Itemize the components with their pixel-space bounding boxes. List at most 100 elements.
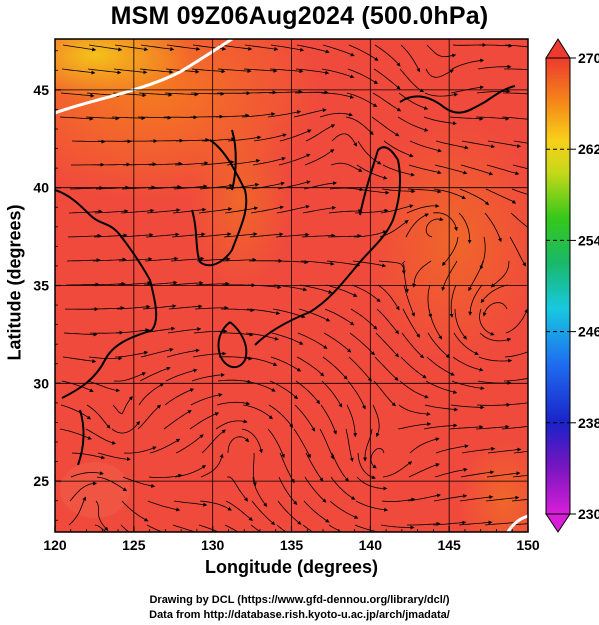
streamline: [304, 149, 335, 166]
streamline: [321, 68, 355, 79]
streamline: [328, 208, 363, 214]
streamline: [87, 68, 122, 75]
streamline: [324, 308, 355, 326]
streamline: [329, 500, 359, 519]
streamline: [59, 428, 92, 440]
streamline: [276, 204, 310, 214]
streamline: [222, 257, 257, 262]
streamline: [505, 308, 528, 334]
coastline-siberia: [231, 129, 237, 191]
streamline: [250, 205, 284, 214]
streamline: [246, 308, 281, 316]
streamline: [320, 404, 337, 435]
colorbar-min-arrow: [545, 513, 571, 533]
streamline: [112, 396, 133, 415]
streamline: [407, 188, 442, 194]
streamline: [479, 236, 486, 270]
streamline: [166, 44, 201, 51]
streamline: [398, 92, 429, 110]
streamline: [503, 92, 528, 95]
streamline: [302, 524, 314, 532]
streamline: [167, 327, 202, 334]
streamline: [146, 208, 181, 214]
streamline: [408, 463, 440, 478]
streamline: [423, 423, 458, 430]
streamline: [298, 308, 331, 322]
streamline: [382, 164, 415, 177]
streamline: [479, 43, 513, 48]
streamline: [449, 284, 457, 318]
streamline: [321, 380, 343, 408]
streamline: [267, 428, 285, 459]
streamline: [190, 393, 223, 406]
streamline: [453, 332, 479, 355]
streamline: [294, 90, 329, 95]
streamline: [406, 203, 440, 214]
coastline-taiwan: [77, 409, 85, 466]
streamline: [140, 347, 174, 358]
streamline: [244, 44, 279, 51]
streamline: [372, 404, 380, 438]
coastline-korea-peninsula: [191, 139, 248, 267]
streamline: [87, 380, 121, 393]
streamline: [191, 68, 226, 74]
streamline: [275, 260, 309, 265]
streamline: [293, 428, 311, 459]
streamline: [147, 500, 181, 512]
streamline: [424, 92, 459, 97]
streamline: [227, 436, 250, 454]
streamline: [303, 500, 330, 523]
streamline: [512, 164, 528, 170]
streamline: [487, 447, 522, 454]
streamline: [357, 452, 376, 480]
streamline: [278, 153, 311, 166]
streamline: [363, 428, 373, 462]
streamline: [383, 140, 414, 158]
streamline: [503, 377, 528, 382]
streamline: [250, 524, 262, 532]
streamline: [120, 524, 130, 532]
streamline: [60, 404, 92, 420]
streamline: [145, 232, 180, 238]
streamline: [459, 188, 490, 206]
streamline: [400, 356, 427, 379]
x-tick-label: 135: [280, 537, 304, 553]
streamline: [502, 402, 528, 406]
streamline: [253, 133, 287, 142]
streamline: [172, 207, 207, 214]
x-axis-ticks: 120 125 130 135 140 145 150: [43, 526, 540, 553]
x-tick-label: 120: [43, 537, 67, 553]
streamline: [138, 92, 173, 97]
streamline: [277, 500, 302, 525]
streamline: [113, 372, 147, 382]
coastline-kyushu: [217, 321, 248, 369]
streamline: [484, 520, 519, 526]
streamline: [327, 233, 362, 238]
streamline: [137, 404, 162, 430]
coastline-hokkaido-kurils: [399, 85, 516, 114]
streamline: [325, 284, 358, 297]
coastlines: [55, 85, 516, 466]
streamline: [426, 356, 455, 376]
streamline: [425, 68, 455, 78]
streamline: [353, 230, 387, 238]
x-tick-label: 125: [122, 537, 146, 553]
streamline: [169, 280, 204, 286]
streamline: [351, 284, 381, 303]
streamline: [200, 453, 224, 478]
streamline: [85, 116, 120, 121]
streamline: [111, 420, 141, 434]
streamline: [114, 350, 149, 358]
streamline: [226, 476, 249, 502]
streamline: [451, 380, 485, 391]
x-tick-label: 140: [359, 537, 383, 553]
streamline: [408, 164, 442, 175]
streamline: [450, 404, 485, 410]
streamline: [252, 476, 268, 507]
credit-drawing: Drawing by DCL (https://www.gfd-dennou.o…: [149, 594, 450, 606]
streamline: [435, 444, 469, 454]
streamline: [511, 188, 528, 195]
streamline: [119, 232, 154, 238]
streamline: [140, 44, 175, 52]
streamline: [305, 452, 324, 482]
